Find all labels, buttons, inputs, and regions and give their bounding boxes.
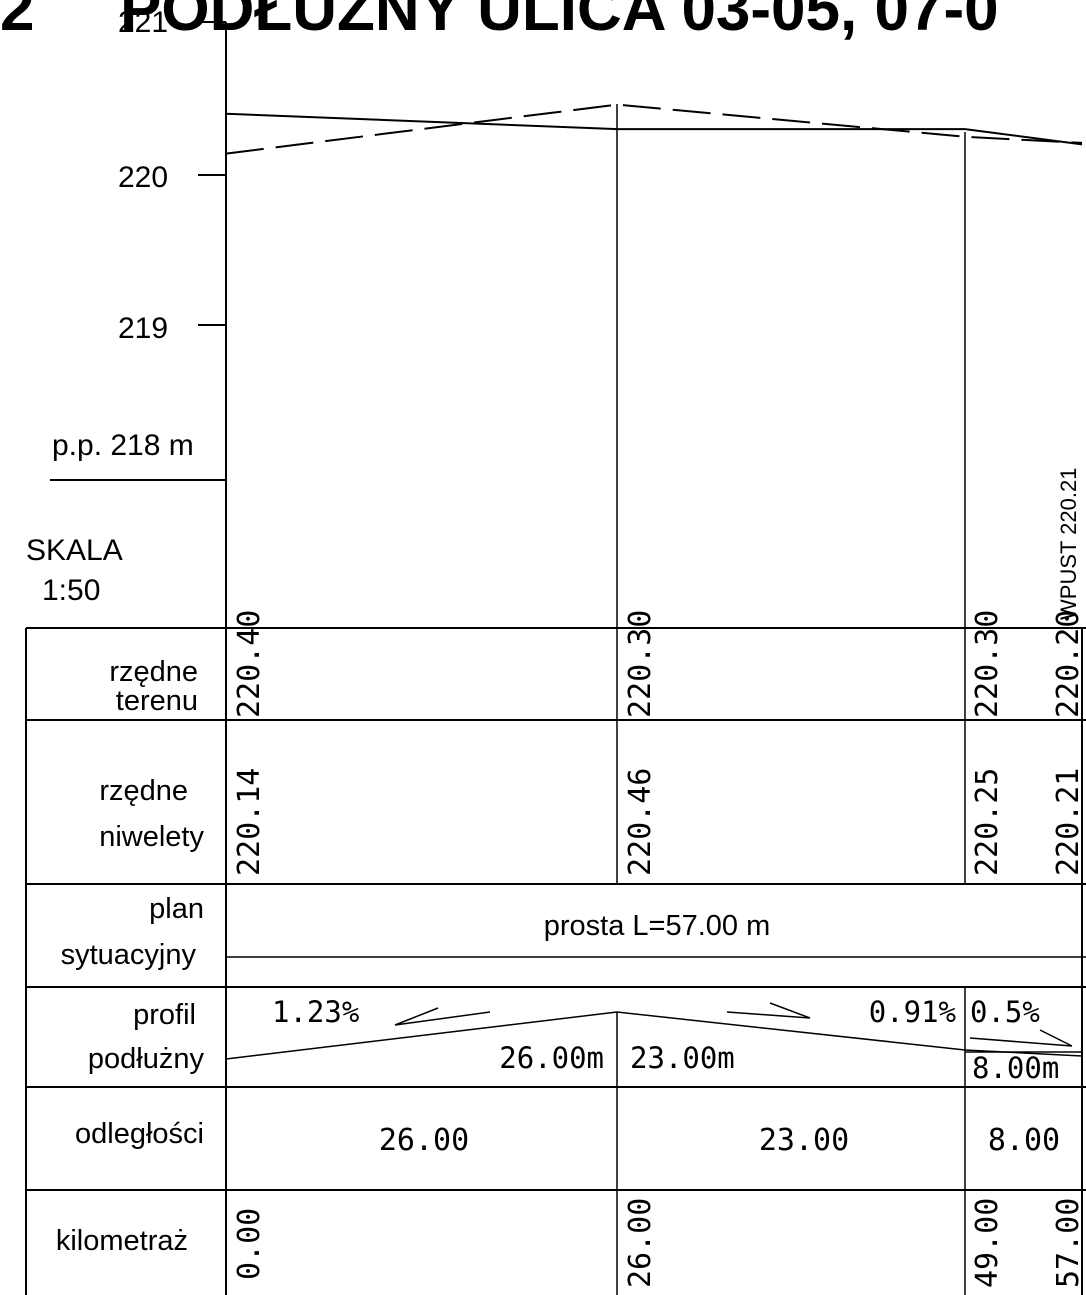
chainage-value: 49.00 xyxy=(970,1198,1005,1288)
terrain-value: 220.40 xyxy=(232,610,267,718)
slope-label-2: 0.91% xyxy=(869,995,956,1029)
chainage-value: 0.00 xyxy=(232,1208,267,1280)
grade-value: 220.14 xyxy=(232,768,267,876)
segment-length-3: 8.00m xyxy=(972,1051,1059,1085)
row-label-distances: odległości xyxy=(75,1118,204,1150)
terrain-value: 220.20 xyxy=(1051,610,1086,718)
row-label-profile-2: podłużny xyxy=(88,1043,205,1075)
grade-value: 220.25 xyxy=(970,768,1005,876)
grade-value: 220.46 xyxy=(623,768,658,876)
row-label-plan-2: sytuacyjny xyxy=(61,939,197,971)
slope-label-3: 0.5% xyxy=(970,995,1040,1029)
grade-value: 220.21 xyxy=(1051,768,1086,876)
reference-level: p.p. 218 m xyxy=(52,429,194,462)
title-prefix: 2 xyxy=(0,0,34,44)
row-label-grade-1: rzędne xyxy=(99,775,188,807)
slope-arrow-1 xyxy=(394,1007,491,1026)
segment-length-1: 26.00m xyxy=(499,1041,604,1075)
segment-length-2: 23.00m xyxy=(630,1041,735,1075)
distance-value: 23.00 xyxy=(759,1123,849,1158)
tick-label-220: 220 xyxy=(118,161,168,194)
plan-text: prosta L=57.00 m xyxy=(544,910,771,942)
distance-value: 8.00 xyxy=(988,1123,1060,1158)
row-label-grade-2: niwelety xyxy=(99,821,204,853)
row-label-profile-1: profil xyxy=(133,999,196,1031)
grade-line xyxy=(225,103,1083,155)
scale-label: SKALA xyxy=(26,534,123,567)
scale-value: 1:50 xyxy=(42,574,100,607)
terrain-line xyxy=(225,112,1083,146)
profile-table xyxy=(25,627,1086,1295)
wpust-annotation: WPUST 220.21 xyxy=(1056,468,1081,620)
slope-label-1: 1.23% xyxy=(272,995,359,1029)
row-label-plan-1: plan xyxy=(149,893,204,925)
slope-arrow-2 xyxy=(726,1002,811,1019)
terrain-value: 220.30 xyxy=(623,610,658,718)
tick-label-219: 219 xyxy=(118,312,168,345)
slope-arrow-3 xyxy=(969,1029,1073,1047)
chainage-value: 57.00 xyxy=(1051,1198,1086,1288)
tick-label-221: 221 xyxy=(118,6,168,39)
title-fragment: PODŁUŻNY ULICA 03-05, 07-0 xyxy=(120,0,999,44)
row-label-terrain-1: rzędne xyxy=(109,656,198,688)
profile-slope-line xyxy=(225,1011,1083,1060)
chainage-value: 26.00 xyxy=(623,1198,658,1288)
row-label-chainage: kilometraż xyxy=(56,1225,188,1257)
distance-value: 26.00 xyxy=(379,1123,469,1158)
row-label-terrain-2: terenu xyxy=(116,685,198,717)
terrain-value: 220.30 xyxy=(970,610,1005,718)
